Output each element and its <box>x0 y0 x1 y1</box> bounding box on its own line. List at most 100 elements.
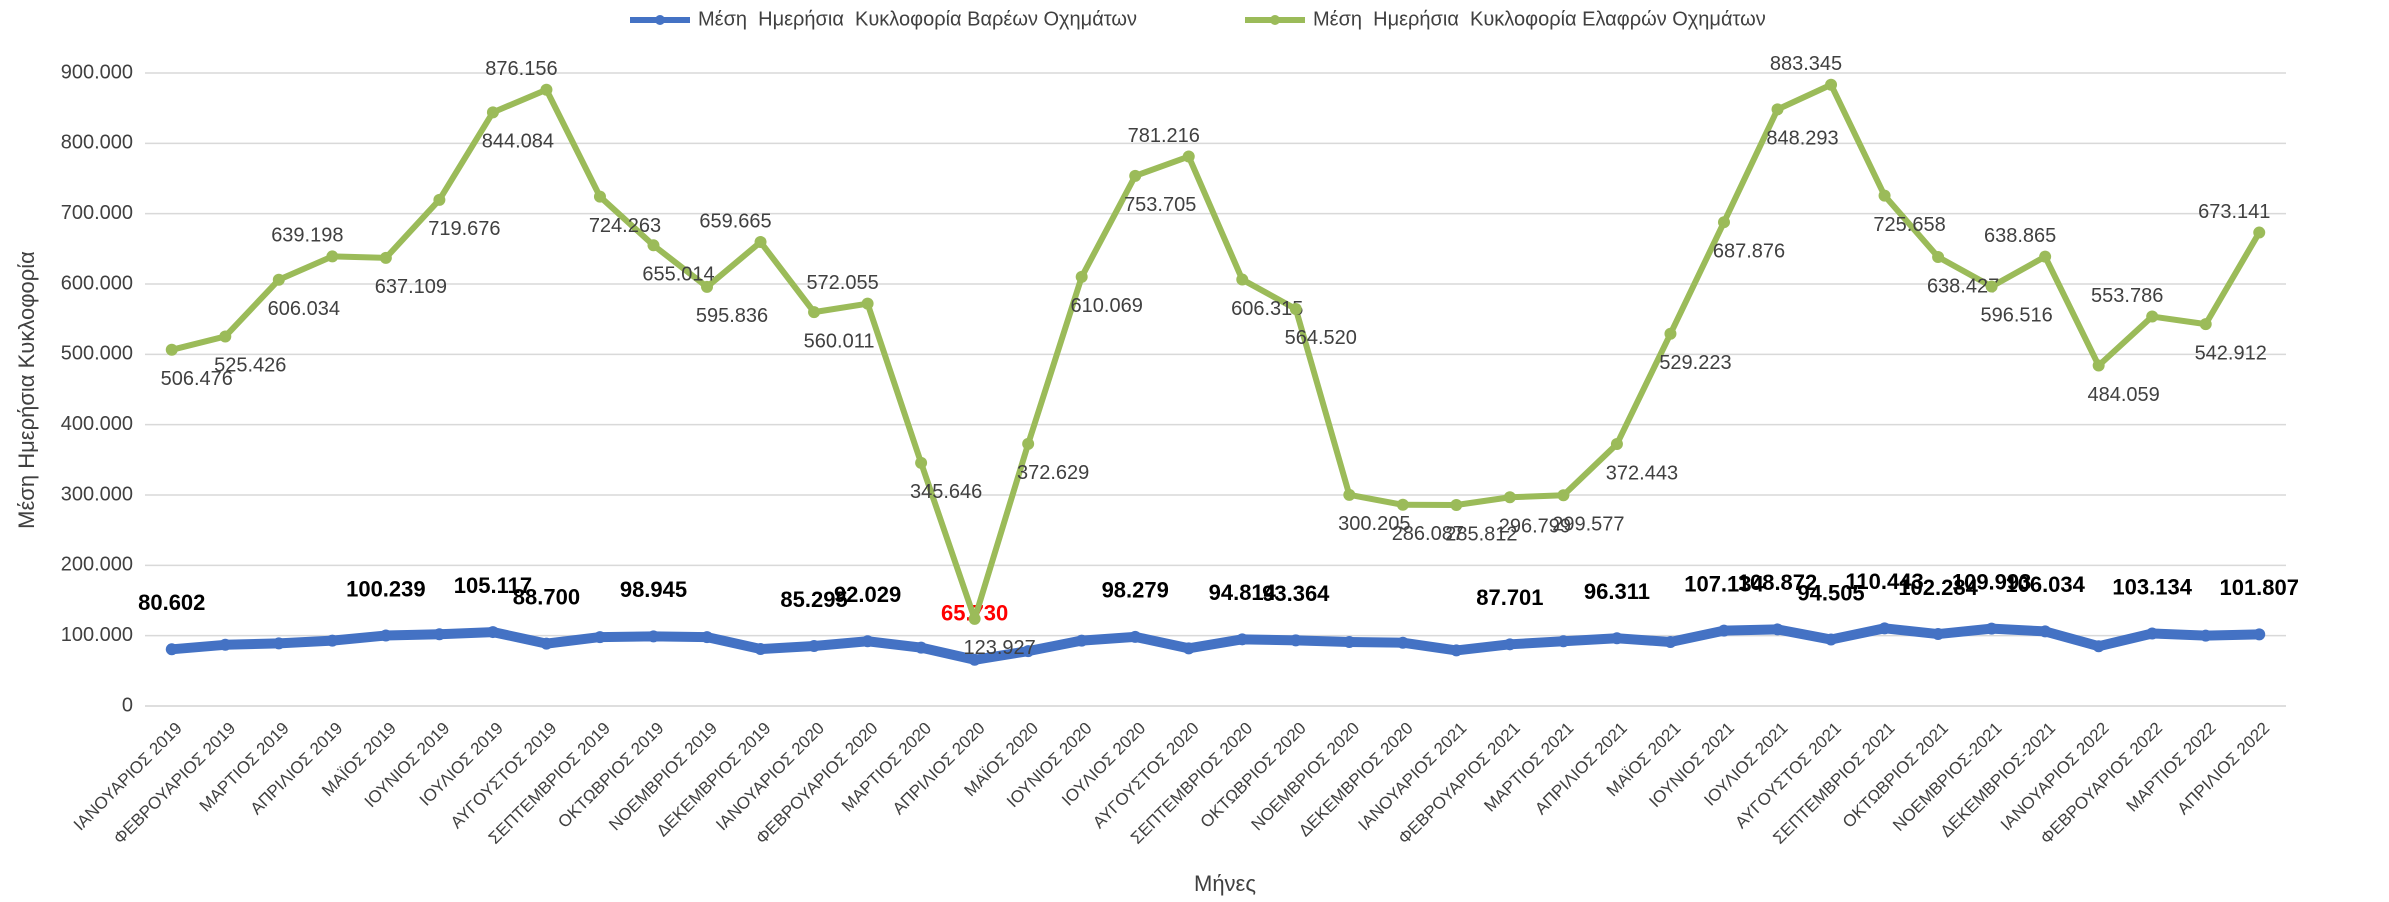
point <box>647 239 660 252</box>
point <box>2146 627 2159 640</box>
point <box>1182 150 1195 163</box>
y-axis-title: Μέση Ημερήσια Κυκλοφορία <box>14 251 39 529</box>
point <box>1664 635 1677 648</box>
point <box>272 273 285 286</box>
x-tick-label: ΑΠΡΙΛΙΟΣ 2019 <box>247 719 347 819</box>
point <box>1771 103 1784 116</box>
data-label: 655.014 <box>642 264 714 286</box>
x-tick-label: ΑΠΡΙΛΙΟΣ 2020 <box>889 719 989 819</box>
point <box>1717 624 1730 637</box>
point <box>2092 359 2105 372</box>
x-tick-label: ΑΠΡΙΛΙΟΣ 2021 <box>1531 719 1631 819</box>
data-label: 98.279 <box>1102 578 1169 603</box>
data-label: 106.034 <box>2005 572 2085 597</box>
point <box>1343 488 1356 501</box>
legend-label: Μέση Ημερήσια Κυκλοφορία Ελαφρών Οχημάτω… <box>1313 8 1766 30</box>
data-label: 484.059 <box>2088 384 2160 406</box>
point <box>1878 189 1891 202</box>
data-label: 105.117 <box>454 573 532 598</box>
data-label: 659.665 <box>699 210 771 232</box>
data-label: 542.912 <box>2195 342 2267 364</box>
point <box>165 343 178 356</box>
point <box>219 330 232 343</box>
point <box>1610 438 1623 451</box>
data-label: 94.505 <box>1797 580 1864 605</box>
point <box>1985 280 1998 293</box>
legend-label: Μέση Ημερήσια Κυκλοφορία Βαρέων Οχημάτων <box>698 8 1137 30</box>
data-label: 102.284 <box>1898 575 1978 600</box>
point <box>326 250 339 263</box>
data-label: 883.345 <box>1770 53 1842 75</box>
point <box>2199 318 2212 331</box>
data-label: 610.069 <box>1071 295 1143 317</box>
point <box>968 612 981 625</box>
data-label: 92.029 <box>834 582 901 607</box>
data-label: 372.629 <box>1017 462 1089 484</box>
point <box>1236 273 1249 286</box>
y-tick-label: 700.000 <box>61 202 133 224</box>
point <box>2039 250 2052 263</box>
point <box>701 280 714 293</box>
point <box>1450 498 1463 511</box>
data-label: 286.087 <box>1392 523 1464 545</box>
x-axis-title: Μήνες <box>1194 871 1256 896</box>
point <box>1289 634 1302 647</box>
data-label: 96.311 <box>1584 579 1650 604</box>
point <box>1932 628 1945 641</box>
point <box>540 83 553 96</box>
point <box>1557 489 1570 502</box>
y-tick-label: 500.000 <box>61 343 133 365</box>
data-label: 296.799 <box>1499 516 1571 538</box>
point <box>915 456 928 469</box>
point <box>754 643 767 656</box>
y-tick-label: 100.000 <box>61 624 133 646</box>
point <box>219 638 232 651</box>
point <box>2092 640 2105 653</box>
point <box>1075 270 1088 283</box>
point <box>1664 327 1677 340</box>
data-label: 848.293 <box>1766 128 1838 150</box>
point <box>1450 644 1463 657</box>
point <box>1075 634 1088 647</box>
data-label: 88.700 <box>513 584 580 609</box>
data-label: 564.520 <box>1285 327 1357 349</box>
data-label: 85.295 <box>780 587 847 612</box>
point <box>1503 491 1516 504</box>
point <box>2039 625 2052 638</box>
point <box>1129 630 1142 643</box>
data-label: 724.263 <box>589 215 661 237</box>
y-tick-label: 0 <box>122 694 133 716</box>
point <box>701 631 714 644</box>
point <box>2253 628 2266 641</box>
point <box>808 306 821 319</box>
point <box>1985 622 1998 635</box>
data-label: 595.836 <box>696 305 768 327</box>
data-label: 94.814 <box>1209 580 1277 605</box>
point <box>1022 437 1035 450</box>
point <box>1557 635 1570 648</box>
data-label: 100.239 <box>346 576 426 601</box>
point <box>2199 629 2212 642</box>
point <box>1825 78 1838 91</box>
data-label: 719.676 <box>428 218 500 240</box>
point <box>808 640 821 653</box>
data-label: 300.205 <box>1338 513 1410 535</box>
point <box>2253 226 2266 239</box>
point <box>1129 169 1142 182</box>
point <box>1396 498 1409 511</box>
data-label: 93.364 <box>1262 581 1330 606</box>
line-series <box>171 81 2262 622</box>
data-label: 87.701 <box>1476 585 1543 610</box>
point <box>1236 633 1249 646</box>
data-label: 637.109 <box>375 276 447 298</box>
point <box>486 106 499 119</box>
point <box>968 653 981 666</box>
point <box>647 630 660 643</box>
legend-marker <box>1270 15 1280 25</box>
point <box>1022 645 1035 658</box>
point <box>326 634 339 647</box>
point <box>1932 250 1945 263</box>
data-label: 103.134 <box>2112 574 2192 599</box>
data-label: 638.427 <box>1927 275 1999 297</box>
